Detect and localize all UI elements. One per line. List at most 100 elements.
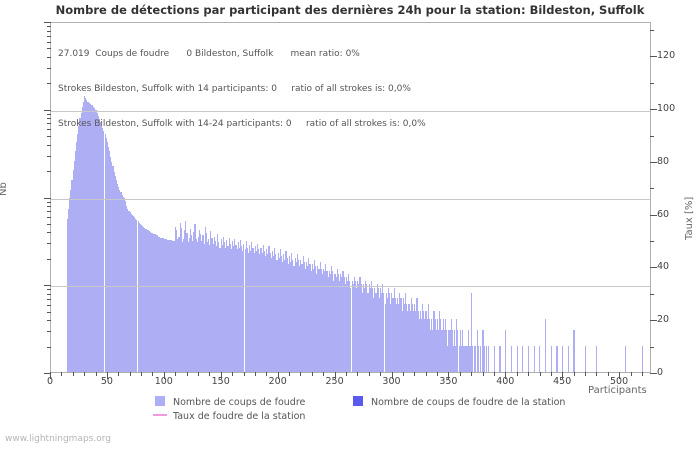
bar	[349, 280, 351, 372]
bar	[113, 172, 115, 372]
bar	[225, 247, 227, 372]
info-line-1: 27.019 Coups de foudre 0 Bildeston, Suff…	[58, 49, 360, 60]
x-minor-tickmark	[516, 372, 518, 376]
bar	[419, 310, 421, 372]
bar	[299, 266, 301, 372]
bar	[217, 234, 219, 372]
bar	[86, 100, 88, 372]
x-minor-tickmark	[72, 372, 74, 376]
bar	[222, 236, 224, 372]
x-tick: 50	[100, 376, 113, 387]
y-tickmark-right	[650, 214, 657, 216]
bar	[80, 112, 82, 372]
x-minor-tickmark	[118, 372, 120, 376]
bar	[120, 192, 122, 372]
bar	[134, 217, 136, 372]
y-minor-tickmark-left	[47, 217, 51, 218]
bar	[344, 284, 346, 372]
bar	[359, 277, 361, 372]
bar	[471, 292, 473, 372]
bar	[249, 245, 251, 372]
bar	[287, 264, 289, 372]
y-minor-tickmark-left	[47, 35, 51, 37]
bar	[210, 231, 212, 372]
bar	[129, 212, 131, 372]
bar	[160, 237, 162, 372]
bar	[263, 250, 265, 372]
y-tickmark-left	[44, 285, 51, 287]
bar	[291, 252, 293, 372]
x-minor-tickmark	[61, 372, 63, 376]
bar	[143, 226, 145, 372]
bar	[77, 133, 79, 372]
y-tick-right: 120	[657, 50, 676, 62]
y-minor-tickmark-right	[650, 29, 654, 31]
bar	[262, 245, 264, 372]
bar	[70, 189, 72, 372]
x-minor-tickmark	[323, 372, 325, 376]
legend-label-station-strokes: Nombre de coups de foudre de la station	[371, 397, 566, 408]
legend-line-rate	[153, 414, 167, 416]
bar	[135, 218, 137, 372]
bar	[315, 266, 317, 372]
bar	[68, 209, 70, 372]
bar	[229, 243, 231, 372]
bar	[279, 249, 281, 372]
x-minor-tickmark	[345, 372, 347, 376]
bar	[457, 330, 459, 372]
bar	[191, 235, 193, 372]
bar	[269, 252, 271, 372]
y-tick-right: 60	[657, 208, 670, 220]
bar	[85, 97, 87, 372]
y-minor-tickmark-right	[650, 135, 654, 137]
bar	[453, 330, 456, 372]
bar	[152, 233, 154, 372]
bar	[270, 257, 272, 372]
bar	[324, 271, 326, 372]
bar	[184, 230, 186, 372]
bar	[168, 239, 170, 372]
bar	[400, 297, 402, 372]
bar	[103, 130, 105, 372]
x-minor-tickmark	[152, 372, 154, 376]
legend-label-rate: Taux de foudre de la station	[173, 411, 306, 422]
bar	[480, 345, 482, 372]
bar	[276, 259, 278, 372]
bar	[443, 330, 445, 372]
bar	[154, 234, 156, 372]
bar	[332, 271, 334, 372]
bar	[275, 254, 277, 372]
bar	[186, 233, 188, 372]
x-minor-tickmark	[550, 372, 552, 376]
legend-item-rate: Taux de foudre de la station	[153, 411, 306, 423]
bar	[331, 266, 333, 372]
bar	[122, 196, 124, 372]
bar	[271, 250, 273, 372]
legend-swatch-strokes	[155, 396, 165, 406]
x-tickmark	[220, 372, 222, 379]
bar	[402, 297, 404, 372]
y-minor-tickmark-left	[47, 67, 51, 69]
x-tickmark	[505, 372, 507, 379]
bar	[245, 241, 247, 372]
bar-series	[51, 23, 650, 372]
bar	[488, 345, 490, 372]
x-minor-tickmark	[585, 372, 586, 376]
bar	[485, 345, 487, 372]
bar	[76, 141, 78, 372]
bar	[146, 229, 148, 372]
bar	[286, 257, 288, 372]
y-minor-tickmark-left	[47, 144, 51, 146]
x-minor-tickmark	[289, 372, 290, 376]
bar	[169, 239, 171, 372]
bar	[81, 106, 83, 372]
bar	[345, 277, 347, 372]
bar	[343, 277, 345, 372]
bar	[158, 236, 160, 372]
bar	[410, 297, 412, 372]
bar	[213, 236, 215, 372]
bar	[493, 345, 495, 372]
bar	[295, 261, 297, 372]
bar	[340, 274, 342, 372]
